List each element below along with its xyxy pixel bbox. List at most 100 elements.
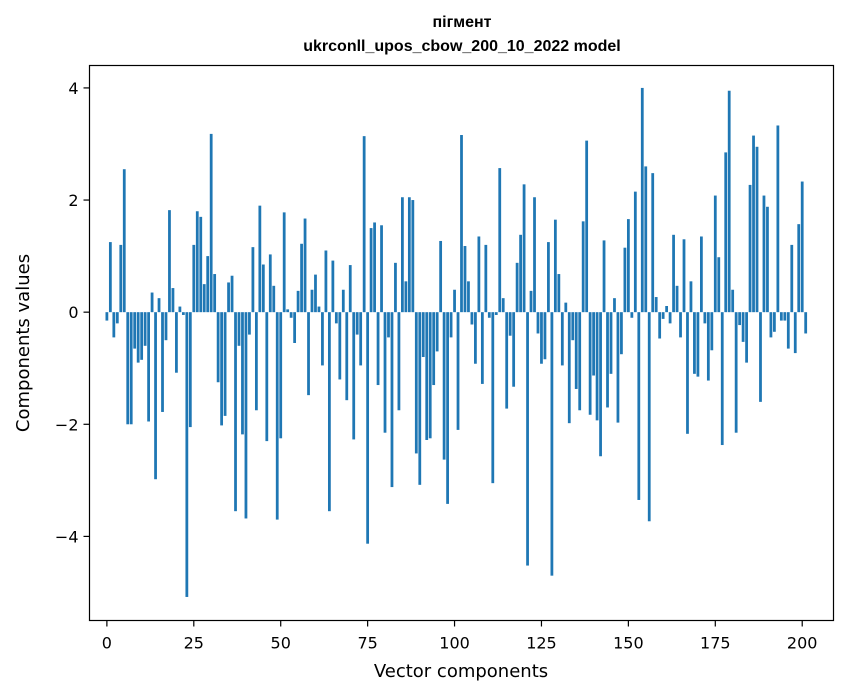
x-tick-label: 0 (102, 634, 112, 653)
bar-56 (300, 243, 303, 313)
bar-60 (314, 274, 317, 313)
bar-62 (321, 312, 324, 366)
bar-188 (759, 312, 762, 402)
bar-125 (540, 312, 543, 364)
bar-145 (609, 312, 613, 374)
bar-31 (213, 274, 217, 313)
chart-subtitle: ukrconll_upos_cbow_200_10_2022 model (303, 38, 620, 55)
bar-124 (536, 312, 540, 334)
bar-141 (595, 312, 599, 421)
bar-103 (463, 246, 467, 313)
bar-197 (790, 244, 794, 313)
bar-58 (307, 312, 310, 396)
bar-161 (665, 306, 669, 313)
bar-111 (491, 312, 495, 484)
bar-137 (581, 221, 585, 313)
bar-168 (689, 281, 693, 313)
bar-78 (376, 312, 380, 386)
bar-36 (230, 275, 234, 313)
bar-76 (369, 228, 373, 313)
bar-113 (498, 168, 502, 313)
bar-142 (599, 312, 602, 457)
bar-48 (272, 285, 276, 313)
bar-96 (439, 240, 443, 313)
bar-120 (522, 184, 526, 313)
bar-75 (366, 312, 370, 544)
bar-38 (237, 312, 241, 346)
bar-152 (633, 191, 637, 313)
bar-25 (192, 244, 196, 313)
bar-42 (251, 247, 255, 313)
bar-10 (140, 312, 144, 360)
bar-191 (769, 312, 773, 338)
bar-72 (355, 312, 359, 335)
bar-182 (738, 312, 742, 326)
bar-135 (574, 312, 578, 389)
bar-127 (547, 242, 550, 313)
bar-106 (474, 312, 477, 364)
bar-34 (223, 312, 227, 416)
bar-80 (383, 312, 387, 433)
bar-119 (519, 234, 522, 313)
bar-107 (477, 236, 481, 313)
bar-52 (286, 309, 290, 313)
bar-180 (731, 289, 735, 313)
bar-65 (331, 260, 335, 313)
bar-18 (168, 210, 171, 313)
bar-186 (752, 135, 755, 313)
bar-23 (185, 312, 189, 597)
bar-140 (592, 312, 596, 376)
bar-162 (668, 312, 672, 324)
bar-90 (418, 312, 422, 485)
bar-102 (460, 135, 463, 313)
bar-7 (129, 312, 133, 425)
bar-154 (640, 87, 644, 313)
bar-27 (199, 216, 203, 313)
bar-49 (275, 312, 279, 520)
bar-134 (571, 312, 575, 341)
bar-183 (741, 312, 745, 342)
bar-104 (467, 281, 470, 313)
bar-70 (348, 265, 352, 313)
y-tick-label: 4 (68, 79, 78, 98)
bar-194 (779, 312, 783, 321)
bar-156 (647, 312, 651, 522)
bar-133 (567, 312, 571, 424)
bar-123 (533, 197, 536, 313)
bar-115 (505, 312, 509, 409)
bar-17 (164, 312, 168, 341)
x-tick-label: 75 (357, 634, 377, 653)
bar-112 (494, 312, 498, 315)
bar-26 (195, 211, 199, 313)
bar-175 (713, 195, 717, 313)
bar-11 (143, 312, 147, 346)
bar-63 (324, 250, 328, 313)
bar-105 (470, 312, 474, 325)
bar-151 (630, 312, 634, 318)
bar-53 (289, 312, 293, 318)
bar-166 (682, 239, 686, 313)
bar-159 (658, 312, 662, 339)
x-axis-label: Vector components (374, 661, 548, 682)
bar-153 (637, 312, 641, 500)
bar-95 (435, 312, 439, 352)
bar-73 (359, 312, 363, 366)
bar-185 (748, 184, 752, 313)
bar-57 (303, 218, 307, 313)
bar-117 (512, 312, 516, 387)
bar-174 (710, 312, 714, 351)
bar-143 (602, 240, 606, 313)
bar-19 (171, 288, 175, 313)
bar-121 (526, 312, 529, 566)
bar-12 (147, 312, 150, 422)
bar-158 (654, 297, 658, 313)
bar-64 (327, 312, 331, 512)
y-tick-label: 0 (68, 303, 78, 322)
bar-173 (706, 312, 710, 381)
bar-51 (282, 212, 286, 313)
bar-83 (394, 262, 397, 313)
bar-165 (679, 312, 682, 338)
bar-6 (126, 312, 130, 425)
bar-0 (105, 312, 109, 321)
